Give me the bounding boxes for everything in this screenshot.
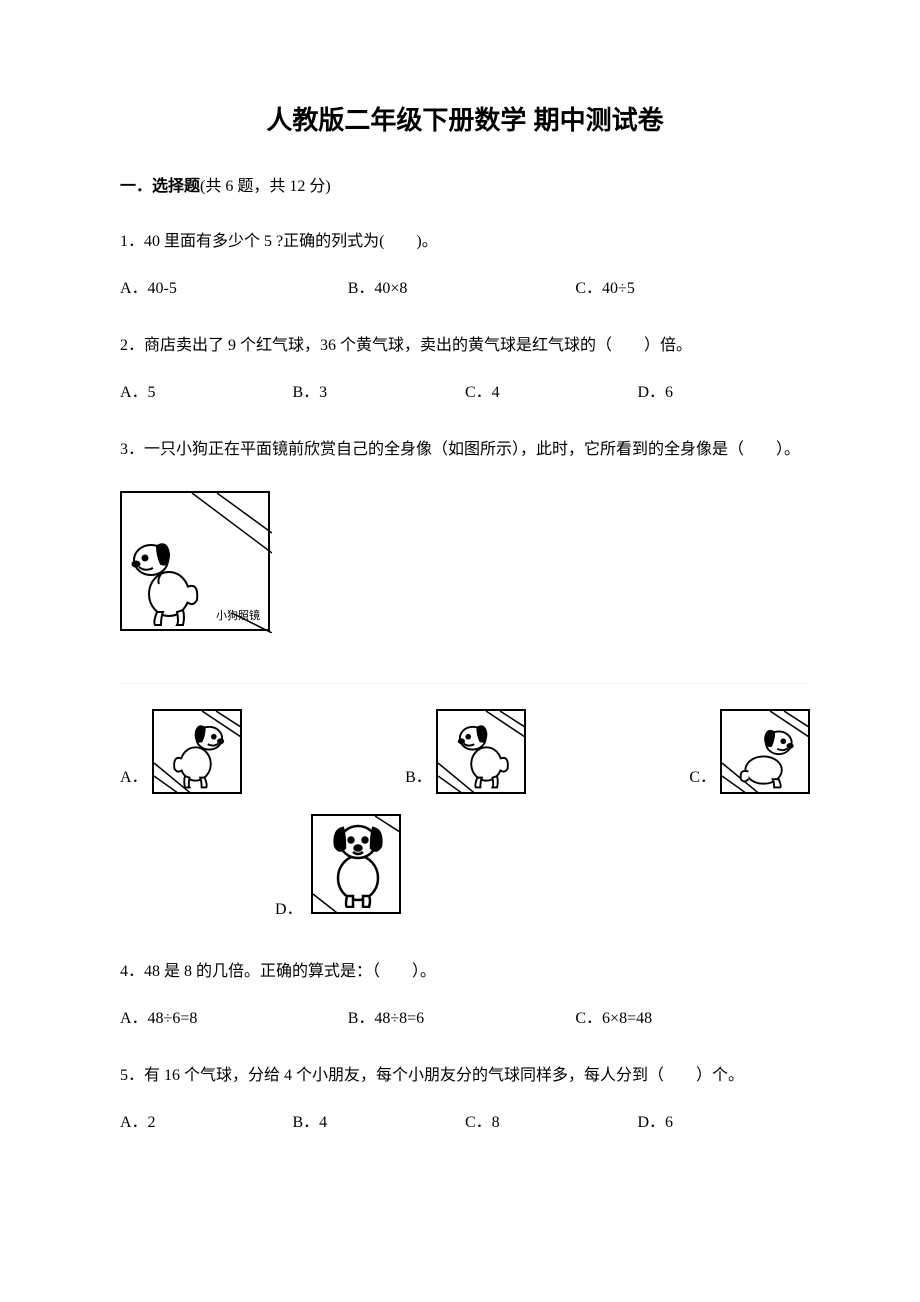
question-3-text: 3．一只小狗正在平面镜前欣赏自己的全身像（如图所示），此时，它所看到的全身像是（… [120,434,810,466]
q1-option-b: B．40×8 [348,273,576,305]
section-label: 一．选择题 [120,178,200,195]
q3-opt-a-image [152,709,242,794]
section-info: (共 6 题，共 12 分) [200,178,331,195]
q3-opt-b-label: B． [405,762,432,794]
question-2-options: A．5 B．3 C．4 D．6 [120,377,810,409]
q3-caption: 小狗照镜 [216,605,260,627]
q4-option-a: A．48÷6=8 [120,1003,348,1035]
q3-opt-d-label: D． [275,901,303,918]
question-4-options: A．48÷6=8 B．48÷8=6 C．6×8=48 [120,1003,810,1035]
question-1-text: 1．40 里面有多少个 5 ?正确的列式为( )。 [120,226,810,258]
question-5: 5．有 16 个气球，分给 4 个小朋友，每个小朋友分的气球同样多，每人分到（ … [120,1060,810,1139]
question-4-text: 4．48 是 8 的几倍。正确的算式是：（ ）。 [120,956,810,988]
q3-opt-c-image [720,709,810,794]
q3-option-d: D． [275,814,401,926]
q3-opt-c-label: C． [689,762,716,794]
question-3-option-d-row: D． [120,814,810,926]
q3-option-c: C． [689,709,810,794]
dog-facing-front-icon [323,820,393,908]
dog-facing-left-icon [127,532,202,627]
q4-option-b: B．48÷8=6 [348,1003,576,1035]
divider [120,683,810,684]
q5-option-d: D．6 [638,1107,811,1139]
q1-option-c: C．40÷5 [575,273,803,305]
dog-facing-right-icon [166,717,232,789]
section-header: 一．选择题(共 6 题，共 12 分) [120,172,810,196]
q3-opt-a-label: A． [120,762,148,794]
q5-option-a: A．2 [120,1107,293,1139]
q3-main-image: 小狗照镜 [120,491,270,631]
q3-option-a: A． [120,709,242,794]
question-2-text: 2．商店卖出了 9 个红气球，36 个黄气球，卖出的黄气球是红气球的（ ）倍。 [120,330,810,362]
q3-opt-b-image [436,709,526,794]
question-3-options-abc: A． [120,709,810,794]
dog-facing-left-icon [450,717,516,789]
dog-facing-right-lying-icon [734,717,800,789]
q5-option-c: C．8 [465,1107,638,1139]
q3-opt-d-image [311,814,401,914]
q2-option-d: D．6 [638,377,811,409]
q2-option-b: B．3 [293,377,466,409]
q3-option-b: B． [405,709,526,794]
q2-option-a: A．5 [120,377,293,409]
question-4: 4．48 是 8 的几倍。正确的算式是：（ ）。 A．48÷6=8 B．48÷8… [120,956,810,1035]
question-5-text: 5．有 16 个气球，分给 4 个小朋友，每个小朋友分的气球同样多，每人分到（ … [120,1060,810,1092]
page-title: 人教版二年级下册数学 期中测试卷 [120,100,810,137]
question-3: 3．一只小狗正在平面镜前欣赏自己的全身像（如图所示），此时，它所看到的全身像是（… [120,434,810,926]
question-2: 2．商店卖出了 9 个红气球，36 个黄气球，卖出的黄气球是红气球的（ ）倍。 … [120,330,810,409]
q4-option-c: C．6×8=48 [575,1003,803,1035]
q2-option-c: C．4 [465,377,638,409]
q5-option-b: B．4 [293,1107,466,1139]
question-1-options: A．40-5 B．40×8 C．40÷5 [120,273,810,305]
q1-option-a: A．40-5 [120,273,348,305]
question-1: 1．40 里面有多少个 5 ?正确的列式为( )。 A．40-5 B．40×8 … [120,226,810,305]
question-5-options: A．2 B．4 C．8 D．6 [120,1107,810,1139]
